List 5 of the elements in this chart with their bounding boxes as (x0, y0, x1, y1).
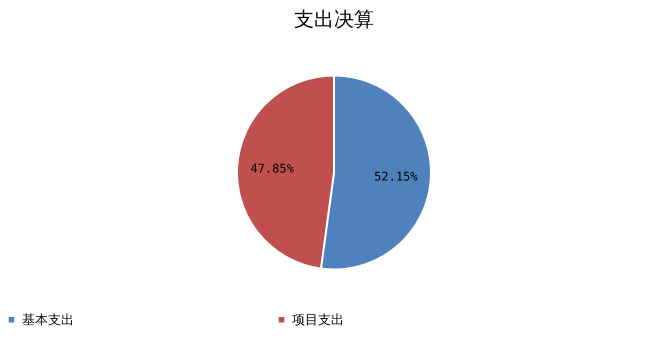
legend-label: 基本支出 (22, 312, 74, 328)
legend-label: 项目支出 (292, 312, 344, 328)
data-label: 47.85% (250, 161, 295, 176)
data-label: 52.15% (374, 170, 418, 184)
chart-title: 支出决算 (294, 7, 374, 31)
